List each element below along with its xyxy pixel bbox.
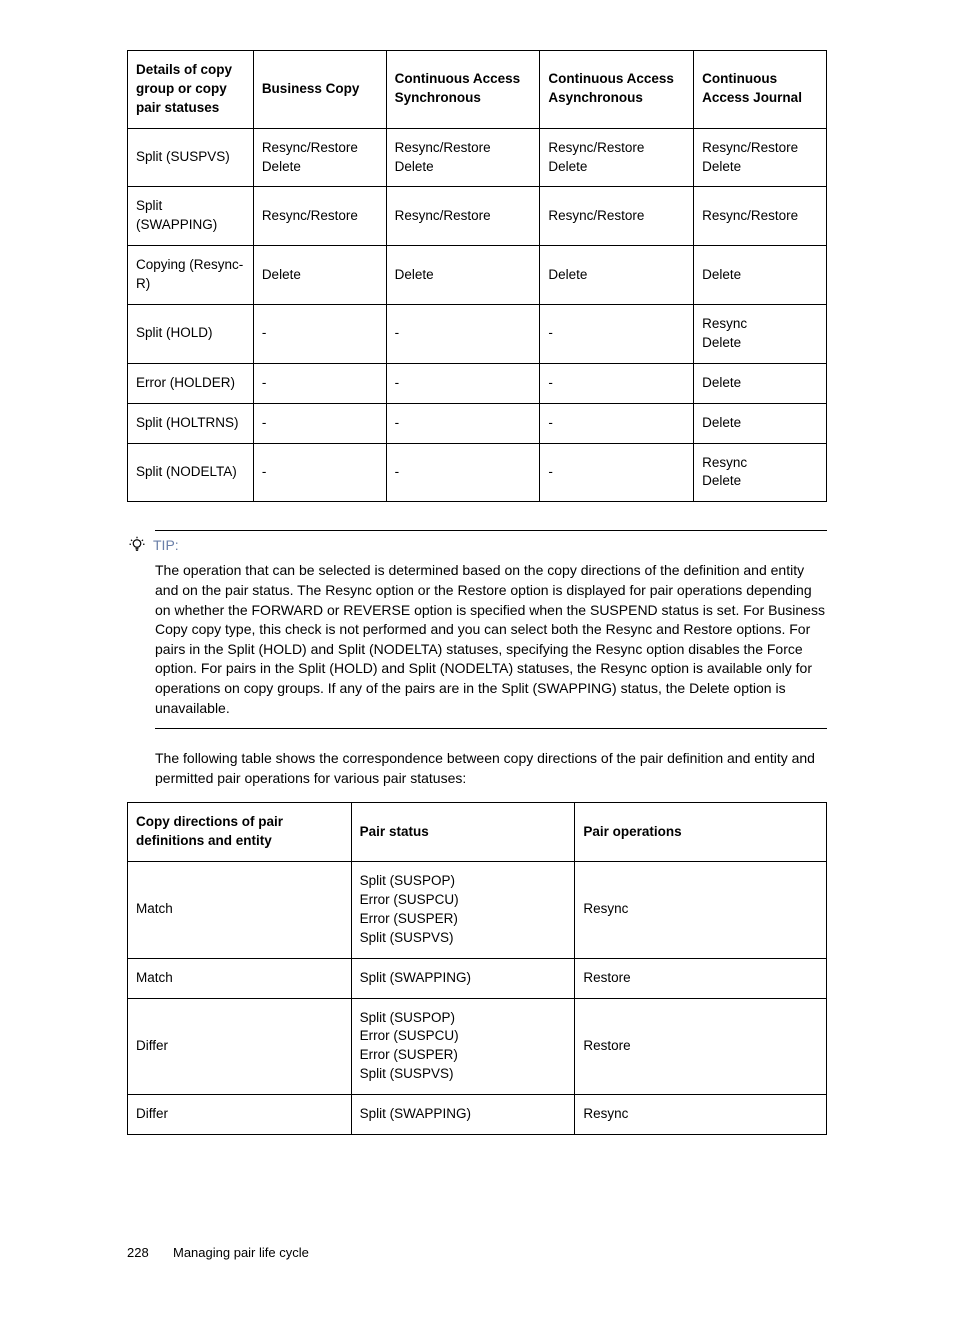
table-cell: - [386, 305, 540, 364]
table-cell: Resync/Restore Delete [253, 128, 386, 187]
intro-text: The following table shows the correspond… [155, 749, 827, 788]
tip-body: The operation that can be selected is de… [155, 561, 827, 718]
table-row: Split (SUSPVS) Resync/Restore Delete Res… [128, 128, 827, 187]
table-row: Copying (Resync-R) Delete Delete Delete … [128, 246, 827, 305]
table-cell: Split (SWAPPING) [351, 958, 575, 998]
table-cell: Split (SWAPPING) [351, 1095, 575, 1135]
table-row: Match Split (SUSPOP) Error (SUSPCU) Erro… [128, 862, 827, 959]
table-header: Continuous Access Journal [694, 51, 827, 129]
table-cell: - [253, 305, 386, 364]
table-row: Split (HOLTRNS) - - - Delete [128, 403, 827, 443]
table-cell: Delete [694, 403, 827, 443]
table-cell: Split (SWAPPING) [128, 187, 254, 246]
table-cell: Split (SUSPOP) Error (SUSPCU) Error (SUS… [351, 862, 575, 959]
table-header-row: Copy directions of pair definitions and … [128, 803, 827, 862]
table-cell: Error (HOLDER) [128, 363, 254, 403]
table-cell: Copying (Resync-R) [128, 246, 254, 305]
table-cell: - [540, 305, 694, 364]
table-cell: Resync/Restore Delete [386, 128, 540, 187]
table-cell: Resync [575, 862, 827, 959]
pair-operations-table: Copy directions of pair definitions and … [127, 802, 827, 1135]
table-cell: Resync/Restore [386, 187, 540, 246]
tip-header: TIP: [127, 535, 827, 555]
table-cell: Split (HOLD) [128, 305, 254, 364]
table-cell: - [253, 443, 386, 502]
table-header: Details of copy group or copy pair statu… [128, 51, 254, 129]
table-cell: Split (SUSPVS) [128, 128, 254, 187]
table-row: Differ Split (SUSPOP) Error (SUSPCU) Err… [128, 998, 827, 1095]
table-header: Business Copy [253, 51, 386, 129]
table-header: Pair operations [575, 803, 827, 862]
table-cell: Resync/Restore Delete [694, 128, 827, 187]
table-cell: Resync/Restore [694, 187, 827, 246]
table-cell: Restore [575, 998, 827, 1095]
table-cell: Differ [128, 1095, 352, 1135]
table-cell: Split (NODELTA) [128, 443, 254, 502]
table-cell: Resync [575, 1095, 827, 1135]
table-row: Differ Split (SWAPPING) Resync [128, 1095, 827, 1135]
table-cell: Delete [253, 246, 386, 305]
table-cell: Delete [540, 246, 694, 305]
table-row: Split (SWAPPING) Resync/Restore Resync/R… [128, 187, 827, 246]
table-cell: Resync Delete [694, 305, 827, 364]
table-header: Copy directions of pair definitions and … [128, 803, 352, 862]
table-cell: - [253, 363, 386, 403]
page-footer: 228 Managing pair life cycle [127, 1245, 827, 1260]
tip-rule-bottom [155, 728, 827, 729]
table-cell: - [540, 403, 694, 443]
tip-label: TIP: [153, 537, 179, 553]
table-cell: Resync Delete [694, 443, 827, 502]
table-cell: Delete [694, 363, 827, 403]
section-title: Managing pair life cycle [173, 1245, 309, 1260]
table-row: Split (HOLD) - - - Resync Delete [128, 305, 827, 364]
table-cell: Resync/Restore [540, 187, 694, 246]
lightbulb-icon [127, 535, 147, 555]
table-cell: Resync/Restore Delete [540, 128, 694, 187]
table-row: Error (HOLDER) - - - Delete [128, 363, 827, 403]
table-cell: Restore [575, 958, 827, 998]
table-cell: - [540, 443, 694, 502]
table-cell: Delete [386, 246, 540, 305]
copy-status-table: Details of copy group or copy pair statu… [127, 50, 827, 502]
table-cell: Split (SUSPOP) Error (SUSPCU) Error (SUS… [351, 998, 575, 1095]
table-header: Pair status [351, 803, 575, 862]
tip-rule-top [155, 530, 827, 531]
table-cell: Match [128, 958, 352, 998]
table-row: Match Split (SWAPPING) Restore [128, 958, 827, 998]
table-cell: - [253, 403, 386, 443]
table-cell: - [386, 443, 540, 502]
table-row: Split (NODELTA) - - - Resync Delete [128, 443, 827, 502]
table-header-row: Details of copy group or copy pair statu… [128, 51, 827, 129]
table-header: Continuous Access Synchronous [386, 51, 540, 129]
table-cell: Resync/Restore [253, 187, 386, 246]
table-cell: Delete [694, 246, 827, 305]
table-cell: - [386, 403, 540, 443]
table-cell: - [386, 363, 540, 403]
table-cell: Match [128, 862, 352, 959]
table-cell: Differ [128, 998, 352, 1095]
table-cell: - [540, 363, 694, 403]
table-cell: Split (HOLTRNS) [128, 403, 254, 443]
tip-block: TIP: The operation that can be selected … [127, 530, 827, 729]
table-header: Continuous Access Asynchronous [540, 51, 694, 129]
page-number: 228 [127, 1245, 157, 1260]
